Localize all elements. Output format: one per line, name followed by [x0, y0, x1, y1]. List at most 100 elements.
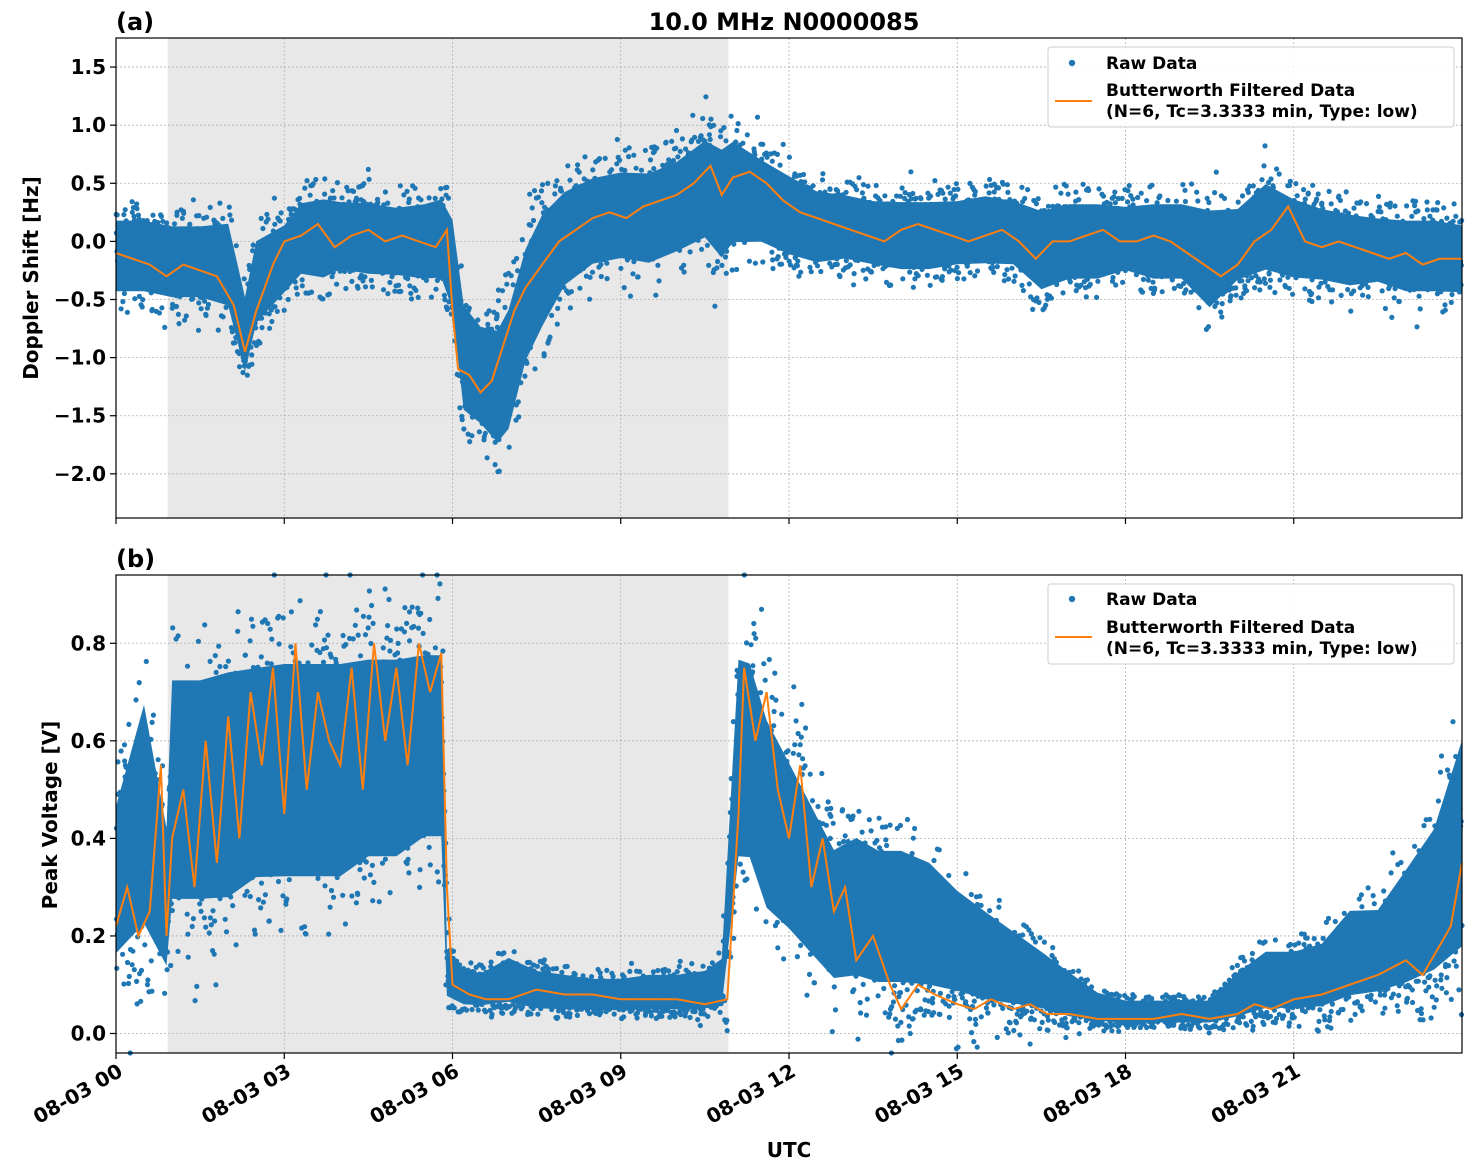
raw-data-point: [1173, 236, 1179, 242]
raw-data-point: [881, 214, 887, 220]
raw-data-point: [407, 267, 414, 273]
raw-data-point: [366, 588, 372, 594]
raw-data-point: [849, 202, 855, 208]
raw-data-point: [1100, 193, 1107, 199]
raw-data-point: [156, 310, 162, 316]
raw-data-point: [272, 746, 278, 753]
raw-data-point: [125, 269, 131, 275]
raw-data-point: [555, 1014, 561, 1021]
raw-data-point: [1185, 211, 1192, 218]
raw-data-point: [1415, 240, 1422, 246]
raw-data-point: [811, 203, 817, 209]
raw-data-point: [207, 658, 213, 665]
raw-data-point: [780, 186, 787, 192]
raw-data-point: [446, 299, 452, 305]
raw-data-point: [334, 856, 340, 862]
raw-data-point: [199, 243, 205, 250]
raw-data-point: [678, 213, 684, 219]
raw-data-point: [1435, 200, 1441, 206]
raw-data-point: [752, 152, 758, 158]
raw-data-point: [471, 343, 477, 349]
raw-data-point: [265, 243, 272, 250]
raw-data-point: [627, 293, 634, 299]
raw-data-point: [1374, 222, 1380, 228]
raw-data-point: [530, 241, 536, 247]
raw-data-point: [471, 969, 477, 975]
raw-data-point: [119, 890, 125, 896]
raw-data-point: [559, 206, 566, 212]
raw-data-point: [609, 167, 615, 173]
raw-data-point: [435, 595, 441, 602]
raw-data-point: [186, 737, 192, 743]
raw-data-point: [389, 756, 395, 762]
raw-data-point: [328, 254, 335, 260]
raw-data-point: [317, 609, 323, 615]
raw-data-point: [986, 190, 992, 196]
raw-data-point: [1405, 229, 1411, 235]
raw-data-point: [1226, 240, 1232, 247]
raw-data-point: [882, 263, 889, 269]
raw-data-point: [454, 271, 460, 277]
raw-data-point: [916, 236, 922, 242]
raw-data-point: [968, 243, 974, 249]
raw-data-point: [256, 860, 262, 866]
raw-data-point: [953, 193, 959, 199]
raw-data-point: [626, 154, 632, 160]
raw-data-point: [670, 157, 677, 164]
raw-data-point: [1255, 204, 1261, 210]
raw-data-point: [732, 202, 738, 208]
raw-data-point: [242, 652, 248, 658]
raw-data-point: [1064, 233, 1070, 239]
raw-data-point: [158, 213, 164, 219]
raw-data-point: [969, 198, 975, 204]
raw-data-point: [145, 977, 151, 983]
raw-data-point: [469, 414, 475, 420]
raw-data-point: [463, 391, 469, 397]
raw-data-point: [631, 259, 637, 265]
raw-data-point: [1087, 281, 1093, 287]
raw-data-point: [907, 269, 913, 275]
raw-data-point: [348, 857, 354, 863]
raw-data-point: [156, 840, 162, 846]
raw-data-point: [917, 214, 923, 220]
raw-data-point: [334, 180, 340, 186]
raw-data-point: [201, 915, 207, 921]
raw-data-point: [955, 186, 961, 192]
raw-data-point: [469, 338, 475, 344]
raw-data-point: [1207, 275, 1213, 281]
raw-data-point: [223, 823, 229, 829]
raw-data-point: [1314, 196, 1320, 202]
raw-data-point: [1022, 195, 1028, 202]
raw-data-point: [1260, 190, 1266, 196]
raw-data-point: [575, 195, 581, 201]
raw-data-point: [283, 248, 289, 255]
raw-data-point: [1053, 224, 1059, 230]
raw-data-point: [723, 270, 729, 276]
raw-data-point: [186, 783, 193, 789]
raw-data-point: [249, 860, 256, 867]
raw-data-point: [220, 292, 227, 298]
raw-data-point: [923, 245, 929, 251]
raw-data-point: [939, 274, 946, 280]
raw-data-point: [632, 187, 638, 193]
raw-data-point: [267, 325, 273, 331]
raw-data-point: [134, 206, 140, 212]
raw-data-point: [305, 223, 311, 230]
raw-data-point: [1360, 292, 1366, 298]
raw-data-point: [1352, 272, 1358, 278]
raw-data-point: [314, 616, 320, 622]
raw-data-point: [215, 327, 221, 333]
raw-data-point: [717, 208, 723, 214]
raw-data-point: [834, 256, 840, 262]
raw-data-point: [721, 218, 727, 224]
raw-data-point: [1409, 260, 1415, 266]
raw-data-point: [647, 170, 653, 176]
raw-data-point: [297, 195, 303, 201]
raw-data-point: [140, 772, 146, 778]
raw-data-point: [719, 164, 725, 170]
raw-data-point: [549, 1006, 555, 1013]
raw-data-point: [235, 302, 242, 308]
raw-data-point: [313, 255, 319, 261]
raw-data-point: [385, 623, 391, 629]
raw-data-point: [216, 750, 222, 756]
